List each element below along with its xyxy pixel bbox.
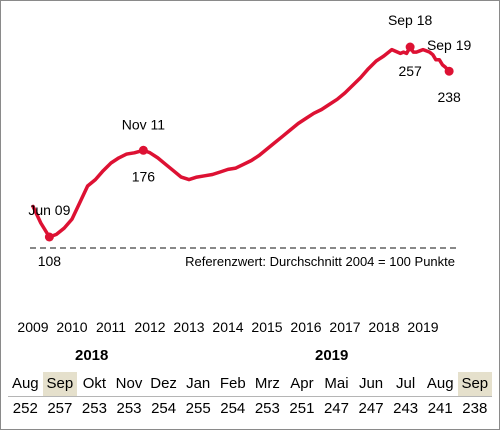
- annotation-label: Jun 09: [28, 202, 70, 218]
- month-cell: Jul: [396, 375, 416, 392]
- value-cell: 253: [116, 400, 142, 417]
- value-cell: 257: [47, 400, 73, 417]
- annotation-label: 257: [398, 63, 422, 79]
- x-tick-label: 2011: [96, 319, 126, 335]
- month-cell: Mai: [324, 375, 349, 392]
- x-tick-label: 2018: [368, 319, 399, 335]
- month-cell: Okt: [82, 375, 107, 392]
- value-cell: 241: [427, 400, 453, 417]
- month-cell-highlighted: Sep: [42, 372, 78, 396]
- line-chart: Referenzwert: Durchschnitt 2004 = 100 Pu…: [17, 12, 471, 335]
- annotation-label: Sep 18: [388, 12, 433, 28]
- value-cell: 243: [393, 400, 419, 417]
- month-cell: Apr: [290, 375, 314, 392]
- annotation-label: Sep 19: [427, 37, 472, 53]
- data-point-marker: [405, 42, 415, 52]
- table-value-row: 252 257 253 253 254 255 254 253 251 247 …: [8, 396, 492, 421]
- annotation-label: 176: [132, 168, 156, 184]
- month-cell: Mrz: [254, 375, 280, 392]
- x-tick-label: 2010: [56, 319, 87, 335]
- year-label-2018: 2018: [75, 347, 109, 364]
- x-tick-label: 2016: [290, 319, 321, 335]
- month-cell: Aug: [426, 375, 454, 392]
- annotation-label: 108: [38, 253, 62, 269]
- x-tick-label: 2009: [17, 319, 48, 335]
- x-tick-label: 2015: [251, 319, 282, 335]
- value-cell: 247: [323, 400, 349, 417]
- value-cell: 238: [462, 400, 488, 417]
- x-axis-ticks: 2009 2010 2011 2012 2013 2014 2015 2016 2017 2018…: [17, 319, 438, 335]
- series-line: [31, 45, 451, 239]
- value-cell: 252: [12, 400, 38, 417]
- data-point-marker: [138, 145, 148, 155]
- month-cell: Aug: [11, 375, 39, 392]
- x-tick-label: 2013: [173, 319, 204, 335]
- series-group: [31, 45, 451, 239]
- month-cell: Jan: [186, 375, 211, 392]
- data-point-marker: [444, 66, 454, 76]
- month-cell: Nov: [115, 375, 143, 392]
- annotation-group: Jun 09 108 Nov 11 176 Sep 18 257 Sep 19 238: [28, 12, 471, 269]
- x-tick-label: 2012: [134, 319, 165, 335]
- month-cell: Jun: [358, 375, 384, 392]
- data-point-marker: [44, 232, 54, 242]
- annotation-label: 238: [437, 89, 461, 105]
- x-tick-label: 2019: [407, 319, 438, 335]
- annotation-label: Nov 11: [122, 116, 166, 132]
- value-cell: 254: [151, 400, 177, 417]
- marker-group: [44, 42, 454, 242]
- x-tick-label: 2017: [329, 319, 360, 335]
- value-cell: 253: [254, 400, 280, 417]
- value-cell: 247: [358, 400, 384, 417]
- value-cell: 251: [289, 400, 315, 417]
- monthly-values-table: 2018 2019 Aug Sep Okt Nov Dez Jan Feb Mr…: [8, 342, 493, 421]
- month-cell: Dez: [150, 375, 177, 392]
- value-cell: 254: [220, 400, 246, 417]
- value-cell: 255: [185, 400, 211, 417]
- x-tick-label: 2014: [212, 319, 243, 335]
- table-month-row: Aug Sep Okt Nov Dez Jan Feb Mrz Apr Mai …: [8, 372, 493, 396]
- month-cell-highlighted: Sep: [457, 372, 493, 396]
- value-cell: 253: [81, 400, 107, 417]
- table-year-row: 2018 2019: [8, 342, 492, 372]
- year-label-2019: 2019: [315, 347, 349, 364]
- reference-label: Referenzwert: Durchschnitt 2004 = 100 Pu…: [185, 254, 455, 269]
- month-cell: Feb: [219, 375, 246, 392]
